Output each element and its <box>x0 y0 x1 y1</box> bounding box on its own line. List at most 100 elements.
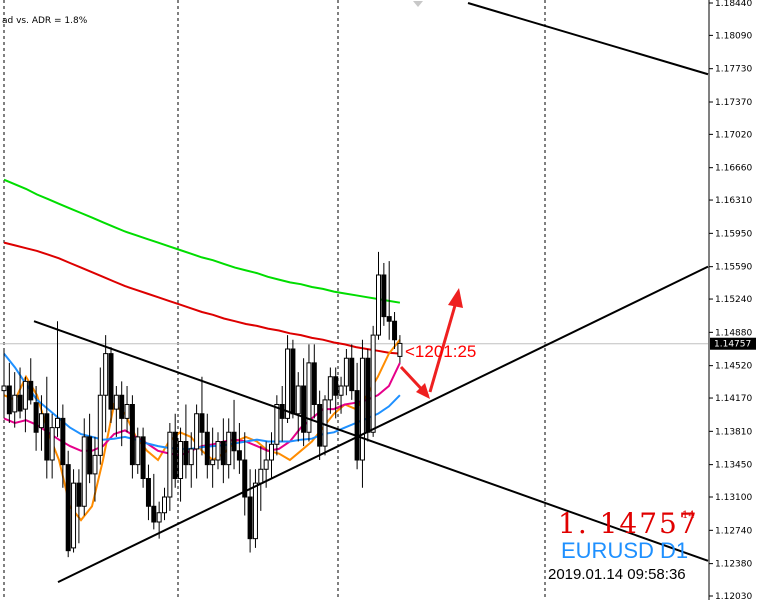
candle-body <box>65 464 71 552</box>
candle-body <box>349 357 355 392</box>
ascending-trendline <box>57 265 709 584</box>
candle-body <box>317 404 323 447</box>
axis-tick-label: 1.18440 <box>715 0 752 9</box>
axis-tick-label: 1.17370 <box>715 98 752 108</box>
candle-body <box>231 431 237 452</box>
candle-body <box>354 390 360 461</box>
candle-body <box>210 459 216 466</box>
candle-body <box>103 353 109 396</box>
price-axis: 1.18440 1.18090 1.17730 1.17370 1.17020 1.166… <box>413 0 756 602</box>
axis-tick-label: 1.15240 <box>715 295 752 305</box>
candlesticks <box>1 251 403 558</box>
candle-body <box>247 496 253 540</box>
candle-body <box>252 482 258 540</box>
axis-tick-label: 1.12030 <box>715 592 752 602</box>
axis-tick-label: 1.15950 <box>715 229 752 239</box>
axis-tick-label: 1.15590 <box>715 263 752 273</box>
candle-body <box>140 436 146 480</box>
candle-body <box>17 394 23 412</box>
candle-body <box>333 376 339 396</box>
trendlines <box>33 2 709 584</box>
candle-body <box>215 441 221 461</box>
axis-tick-label: 1.18090 <box>715 31 752 41</box>
candle-body <box>76 482 82 507</box>
candle-body <box>322 399 328 447</box>
candle-body <box>274 404 280 445</box>
candle-body <box>338 385 344 396</box>
candle-body <box>151 505 157 523</box>
candle-body <box>156 512 162 523</box>
candle-body <box>55 417 60 429</box>
candle-body <box>301 385 307 433</box>
axis-tick-label: 1.14880 <box>715 328 752 338</box>
candle-body <box>22 380 28 410</box>
chart-shift-marker <box>413 1 423 7</box>
candle-body <box>311 362 317 406</box>
candle-body <box>226 431 232 466</box>
candle-body <box>365 357 371 433</box>
axis-tick-label: 1.17020 <box>715 130 752 140</box>
candle-body <box>124 404 130 419</box>
candle-body <box>6 385 12 415</box>
arrow-up-head <box>448 288 463 308</box>
candle-body <box>295 385 301 415</box>
candle-body <box>81 436 87 507</box>
candle-body <box>236 450 242 461</box>
indicator-info-label: ad vs. ADR = 1.8% <box>2 16 88 26</box>
candle-body <box>44 413 50 461</box>
candle-body <box>327 376 333 401</box>
candle-body <box>172 431 178 480</box>
candle-body <box>306 362 312 433</box>
ma-red-line <box>3 241 400 355</box>
candle-body <box>71 482 77 549</box>
candle-body <box>108 353 114 410</box>
candle-body <box>92 454 98 475</box>
axis-tick-label: 1.12740 <box>715 526 752 536</box>
candle-body <box>279 404 285 419</box>
candle-body <box>38 413 44 429</box>
candle-body <box>290 348 296 415</box>
candle-body <box>285 348 291 419</box>
candle-body <box>28 380 34 401</box>
candle-body <box>263 459 269 470</box>
server-time-label: 2019.01.14 09:58:36 <box>548 566 686 583</box>
axis-tick-label: 1.13810 <box>715 427 752 437</box>
candle-body <box>242 459 248 498</box>
bid-price-large: 1. 14757 <box>558 507 699 540</box>
forecast-arrows <box>399 288 463 399</box>
candle-body <box>119 394 125 419</box>
descending-trendline <box>33 320 709 562</box>
candle-body <box>87 436 93 475</box>
axis-tick-label: 1.14520 <box>715 362 752 372</box>
candle-body <box>199 413 205 433</box>
candle-body <box>381 274 387 318</box>
candle-body <box>386 316 392 322</box>
candle-body <box>343 357 349 387</box>
bar-countdown-label: <1201:25 <box>405 342 477 361</box>
candle-body <box>1 385 7 392</box>
grid <box>0 0 708 600</box>
candle-body <box>397 342 403 357</box>
candle-body <box>97 394 103 456</box>
candle-body <box>135 436 141 466</box>
upper-trendline <box>467 2 709 76</box>
symbol-timeframe-label: EURUSD D1 <box>561 538 689 563</box>
candle-body <box>33 402 39 433</box>
axis-tick-label: 1.13100 <box>715 493 752 503</box>
axis-tick-label: 1.16310 <box>715 196 752 206</box>
candle-body <box>162 496 167 514</box>
candle-body <box>183 441 189 466</box>
candle-body <box>178 441 184 480</box>
axis-tick-label: 1.17730 <box>715 65 752 75</box>
candle-body <box>359 357 365 461</box>
candle-body <box>12 394 18 413</box>
candle-body <box>258 468 264 484</box>
candle-body <box>370 334 376 433</box>
candle-body <box>145 478 151 507</box>
axis-tick-label: 1.14170 <box>715 394 752 404</box>
candle-body <box>194 413 200 450</box>
candle-body <box>392 320 398 341</box>
arrow-up-shaft <box>428 301 458 393</box>
